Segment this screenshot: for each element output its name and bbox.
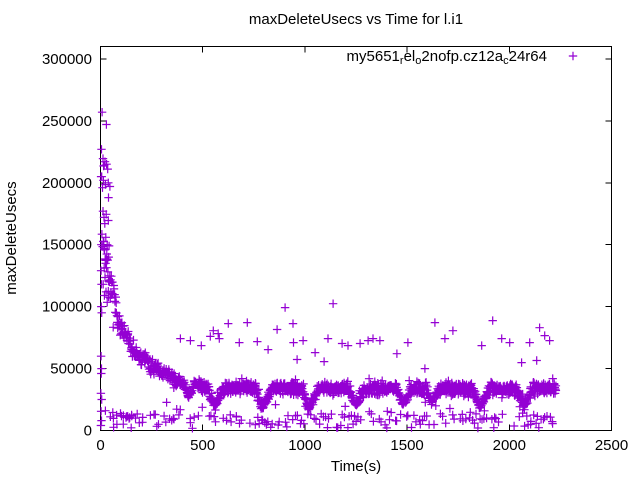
axis-ticks [100,46,612,431]
y-tick-label: 200000 [42,175,92,192]
axis-tick-labels: 0 500 1000 1500 2000 2500 0 50000 100000 150000 20… [42,51,628,454]
x-axis-title: Time(s) [331,458,381,475]
y-tick-label: 100000 [42,299,92,316]
legend-label: my5651relo2nofp.cz12ac24r64 [347,48,547,67]
y-axis-title: maxDeleteUsecs [3,181,20,294]
x-tick-label: 1500 [390,437,423,454]
x-tick-label: 2500 [595,437,628,454]
x-tick-label: 0 [96,437,104,454]
legend-marker-plus-icon [568,51,578,61]
x-tick-label: 2000 [493,437,526,454]
legend: my5651relo2nofp.cz12ac24r64 [347,48,578,67]
y-tick-label: 150000 [42,237,92,254]
chart-title: maxDeleteUsecs vs Time for l.i1 [249,11,463,28]
plot-border [100,46,612,431]
x-tick-label: 500 [190,437,215,454]
y-tick-label: 300000 [42,51,92,68]
y-tick-label: 50000 [50,361,92,378]
x-tick-label: 1000 [288,437,321,454]
y-tick-label: 0 [84,423,92,440]
data-points [96,108,561,433]
y-tick-label: 250000 [42,113,92,130]
